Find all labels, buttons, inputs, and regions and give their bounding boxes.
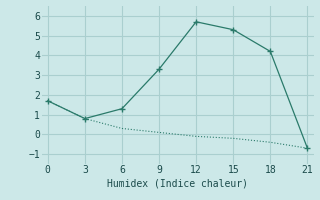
X-axis label: Humidex (Indice chaleur): Humidex (Indice chaleur): [107, 178, 248, 188]
